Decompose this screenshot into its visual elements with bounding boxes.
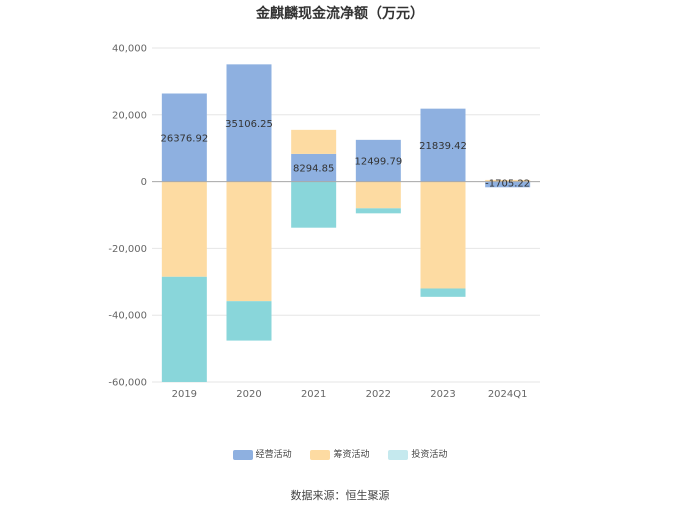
chart-legend: 经营活动 筹资活动 投资活动 (0, 447, 680, 460)
legend-label-investing: 投资活动 (411, 450, 448, 460)
bar-segment-2019-0[interactable] (161, 93, 207, 182)
legend-item-financing[interactable]: 筹资活动 (310, 447, 370, 460)
x-tick-label: 2021 (301, 389, 326, 400)
bar-segment-2020-2[interactable] (226, 301, 272, 341)
y-tick-label: -40,000 (108, 311, 147, 322)
data-label: -1705.22 (485, 179, 530, 190)
bar-segment-2022-1[interactable] (355, 181, 401, 209)
bar-segment-2024Q1-1[interactable] (485, 179, 531, 182)
legend-swatch-investing (388, 449, 409, 460)
bar-segment-2023-1[interactable] (420, 181, 466, 289)
data-source: 数据来源：恒生聚源 (290, 489, 390, 502)
bar-segment-2019-2[interactable] (161, 276, 207, 382)
bar-segment-2020-0[interactable] (226, 64, 272, 182)
legend-item-investing[interactable]: 投资活动 (388, 447, 447, 460)
legend-swatch-operating (232, 449, 253, 460)
legend-label-financing: 筹资活动 (333, 450, 370, 460)
bar-segment-2021-2[interactable] (291, 181, 337, 228)
x-tick-label: 2020 (236, 389, 261, 400)
data-label: 26376.92 (160, 134, 208, 145)
bar-segment-2022-0[interactable] (355, 139, 401, 182)
x-tick-label: 2019 (172, 389, 197, 400)
bar-segment-2020-1[interactable] (226, 181, 272, 302)
bar-segment-2022-2[interactable] (355, 208, 401, 214)
legend-item-operating[interactable]: 经营活动 (232, 447, 292, 460)
bar-segment-2024Q1-0[interactable] (485, 181, 531, 188)
y-tick-label: -60,000 (108, 378, 147, 389)
x-tick-label: 2024Q1 (488, 389, 528, 400)
chart-title: 金麒麟现金流净额（万元） (256, 6, 424, 22)
x-tick-label: 2023 (430, 389, 455, 400)
bar-segment-2019-1[interactable] (161, 181, 207, 277)
bar-segment-2021-0[interactable] (291, 153, 337, 182)
y-tick-label: 0 (141, 177, 147, 188)
data-label: 12499.79 (354, 157, 402, 168)
bar-segment-2023-0[interactable] (420, 108, 466, 182)
legend-label-operating: 经营活动 (255, 450, 292, 460)
y-tick-label: 40,000 (112, 44, 147, 55)
x-tick-label: 2022 (366, 389, 391, 400)
cashflow-chart: 40,000 20,000 0 -20,000 -40,000 -60,000 2019 20… (108, 44, 540, 400)
data-label: 8294.85 (293, 164, 334, 175)
legend-swatch-financing (310, 449, 331, 460)
bar-segment-2021-1[interactable] (291, 129, 337, 154)
bar-segment-2023-2[interactable] (420, 288, 466, 297)
y-tick-label: -20,000 (108, 244, 147, 255)
y-tick-label: 20,000 (112, 110, 147, 121)
data-label: 21839.42 (419, 141, 467, 152)
data-label: 35106.25 (225, 119, 273, 130)
